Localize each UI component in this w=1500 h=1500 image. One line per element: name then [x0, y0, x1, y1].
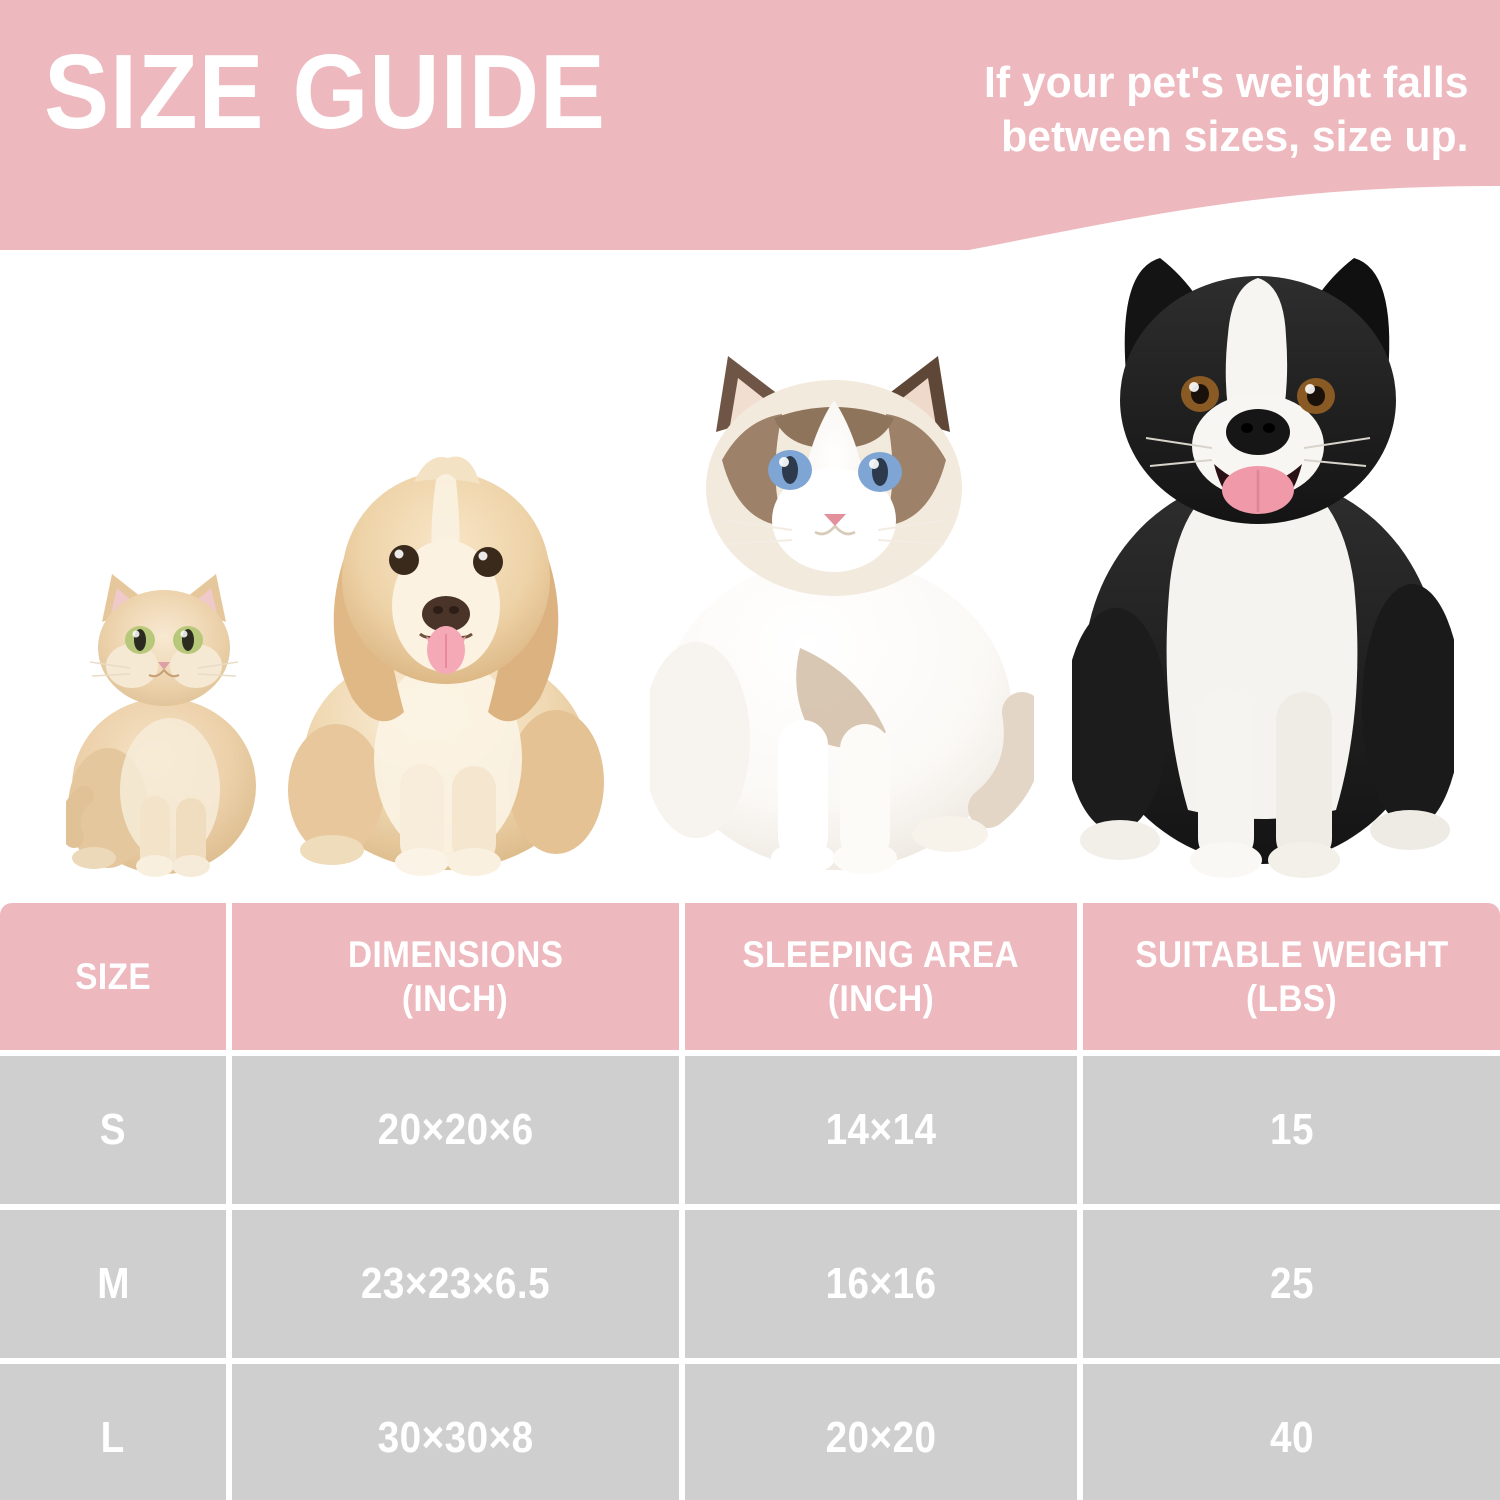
pets-illustration-row [0, 250, 1500, 900]
cell-sleeping-area: 16×16 [684, 1210, 1078, 1358]
cell-sleeping-area: 14×14 [684, 1056, 1078, 1204]
column-divider [678, 1364, 685, 1500]
column-divider [226, 1056, 233, 1204]
row-divider [0, 1050, 1500, 1056]
table-row: L 30×30×8 20×20 40 [0, 1364, 1500, 1500]
header-text-row: SIZE GUIDE If your pet's weight falls be… [0, 0, 1500, 200]
column-header-sleeping-area-line2: (INCH) [827, 977, 935, 1019]
row-divider [0, 1358, 1500, 1364]
column-divider [226, 903, 233, 1050]
cell-suitable-weight-value: 40 [1269, 1413, 1314, 1462]
row-divider [0, 1204, 1500, 1210]
column-divider [1077, 903, 1084, 1050]
cell-dimensions-value: 23×23×6.5 [360, 1259, 550, 1308]
cell-dimensions: 30×30×8 [232, 1364, 679, 1500]
header-note-line-2: between sizes, size up. [1000, 112, 1468, 161]
cell-size-value: S [99, 1105, 127, 1154]
column-divider [678, 903, 685, 1050]
column-header-suitable-weight-line1: SUITABLE WEIGHT [1135, 933, 1449, 975]
page-title: SIZE GUIDE [44, 33, 606, 151]
cell-dimensions-value: 30×30×8 [377, 1413, 534, 1462]
cell-size: S [0, 1056, 227, 1204]
column-header-dimensions-line2: (INCH) [402, 977, 509, 1019]
cell-dimensions: 23×23×6.5 [232, 1210, 679, 1358]
cell-dimensions-value: 20×20×6 [377, 1105, 534, 1154]
golden-shorthair-cat-icon [66, 574, 256, 877]
column-header-sleeping-area: SLEEPING AREA (INCH) [684, 903, 1078, 1050]
table-header-row: SIZE DIMENSIONS (INCH) SLEEPING AREA (IN… [0, 903, 1500, 1050]
column-header-size: SIZE [0, 903, 227, 1050]
cell-suitable-weight-value: 15 [1269, 1105, 1314, 1154]
column-header-suitable-weight-line2: (LBS) [1246, 977, 1338, 1019]
ragdoll-cat-icon [650, 356, 1034, 874]
header-note-line-1: If your pet's weight falls [983, 58, 1468, 107]
header-banner: SIZE GUIDE If your pet's weight falls be… [0, 0, 1500, 300]
column-divider [226, 1210, 233, 1358]
column-header-suitable-weight: SUITABLE WEIGHT (LBS) [1083, 903, 1500, 1050]
cell-suitable-weight: 40 [1083, 1364, 1500, 1500]
cell-size: L [0, 1364, 227, 1500]
table-row: M 23×23×6.5 16×16 25 [0, 1210, 1500, 1358]
column-header-sleeping-area-line1: SLEEPING AREA [742, 933, 1020, 975]
cell-sleeping-area-value: 16×16 [825, 1259, 937, 1308]
column-divider [678, 1056, 685, 1204]
cell-size: M [0, 1210, 227, 1358]
cell-size-value: M [96, 1259, 130, 1308]
table-row: S 20×20×6 14×14 15 [0, 1056, 1500, 1204]
cell-size-value: L [101, 1413, 126, 1462]
pet-border-collie-dog [1072, 250, 1454, 878]
cell-dimensions: 20×20×6 [232, 1056, 679, 1204]
column-divider [1077, 1364, 1084, 1500]
header-wave-shape [0, 0, 1500, 291]
column-divider [678, 1210, 685, 1358]
border-collie-dog-icon [1072, 258, 1454, 878]
column-header-dimensions-line1: DIMENSIONS [347, 933, 564, 975]
pet-ragdoll-cat [650, 348, 1034, 878]
cell-suitable-weight: 25 [1083, 1210, 1500, 1358]
column-divider [226, 1364, 233, 1500]
column-divider [1077, 1210, 1084, 1358]
pet-havanese-puppy [288, 446, 604, 878]
size-guide-table: SIZE DIMENSIONS (INCH) SLEEPING AREA (IN… [0, 903, 1500, 1500]
cell-sleeping-area-value: 20×20 [825, 1413, 937, 1462]
pet-golden-shorthair-cat [66, 558, 262, 878]
cell-suitable-weight: 15 [1083, 1056, 1500, 1204]
column-divider [1077, 1056, 1084, 1204]
column-header-dimensions: DIMENSIONS (INCH) [232, 903, 679, 1050]
header-note: If your pet's weight falls between sizes… [984, 56, 1468, 164]
cell-suitable-weight-value: 25 [1269, 1259, 1314, 1308]
column-header-size-line1: SIZE [75, 955, 151, 997]
cell-sleeping-area-value: 14×14 [825, 1105, 937, 1154]
cell-sleeping-area: 20×20 [684, 1364, 1078, 1500]
havanese-puppy-icon [288, 456, 604, 876]
